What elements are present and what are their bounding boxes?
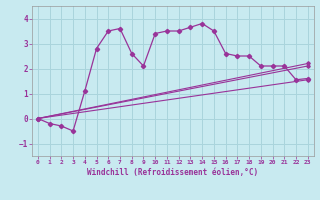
X-axis label: Windchill (Refroidissement éolien,°C): Windchill (Refroidissement éolien,°C)	[87, 168, 258, 177]
